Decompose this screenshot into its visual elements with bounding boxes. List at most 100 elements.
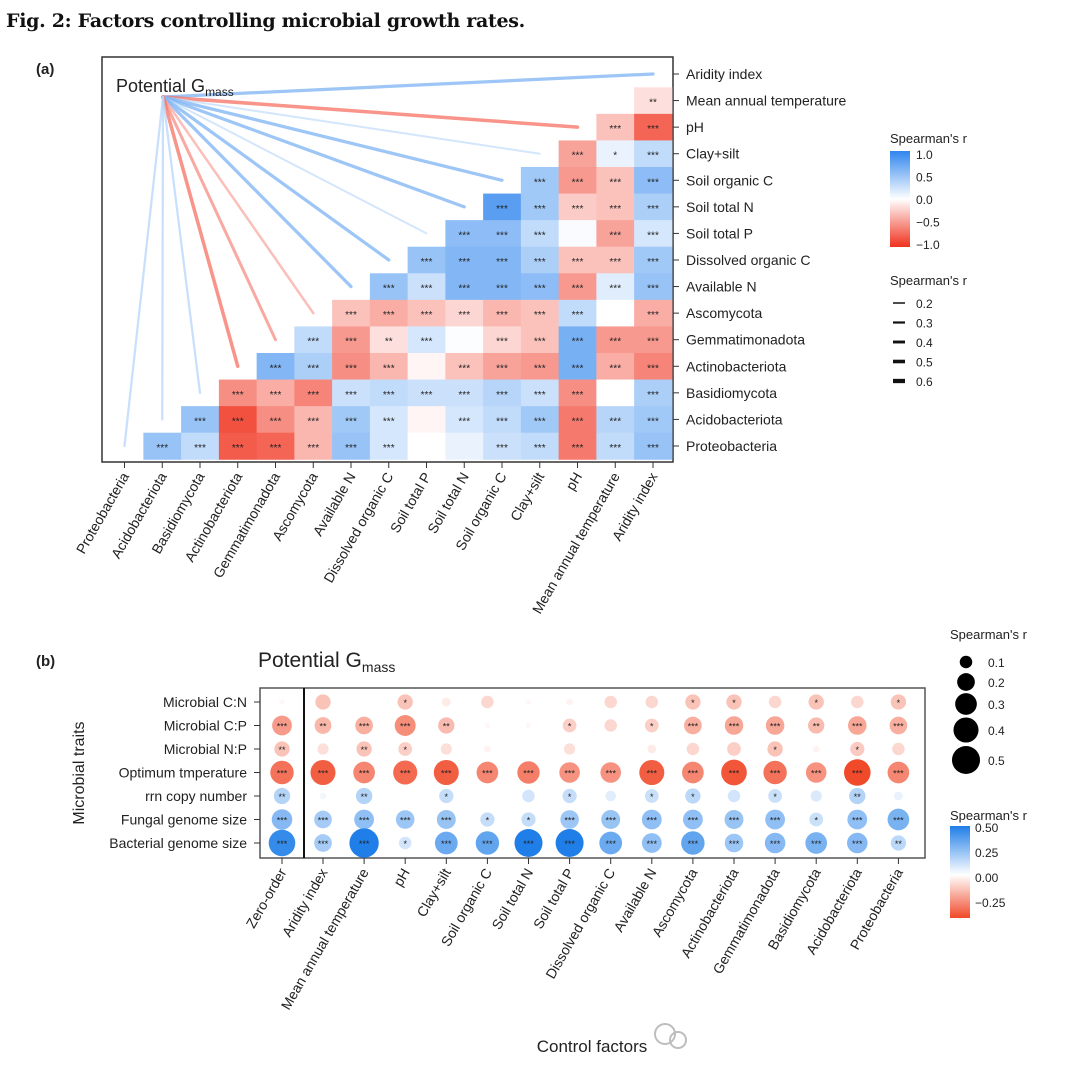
significance-stars: ***	[307, 416, 319, 427]
significance-stars: ***	[609, 363, 621, 374]
gmass-link-line	[161, 95, 202, 394]
correlation-dot	[433, 759, 459, 786]
significance-stars: ***	[307, 363, 319, 374]
heatmap-cell	[634, 246, 673, 274]
heatmap-cell	[520, 432, 560, 460]
factor-label: Clay+silt	[413, 865, 454, 919]
heatmap-cell	[407, 273, 446, 301]
correlation-dot	[349, 828, 379, 858]
significance-stars: ***	[534, 310, 546, 321]
significance-stars: *	[650, 722, 654, 732]
heatmap-cell	[445, 406, 484, 434]
heatmap-cell	[181, 432, 220, 460]
heatmap-cell	[483, 273, 522, 301]
heatmap-cell	[520, 193, 560, 221]
significance-stars: *	[814, 698, 818, 708]
significance-stars: ***	[345, 310, 357, 321]
correlation-dot	[517, 761, 540, 784]
significance-stars: ***	[647, 151, 659, 162]
correlation-dot	[475, 831, 500, 855]
correlation-dot	[639, 759, 665, 786]
correlation-dot	[315, 694, 331, 710]
size-legend-tick: 0.2	[988, 676, 1005, 690]
correlation-dot	[436, 810, 456, 829]
heatmap-cell	[332, 379, 371, 407]
significance-stars: **	[278, 745, 286, 755]
significance-stars: **	[361, 745, 369, 755]
heatmap-cell	[634, 273, 673, 301]
correlation-dot	[604, 695, 617, 709]
heatmap-cell	[445, 246, 484, 274]
significance-stars: ***	[345, 337, 357, 348]
heatmap-cell	[596, 352, 635, 381]
correlation-dot	[356, 741, 372, 757]
significance-stars: *	[856, 745, 860, 755]
significance-stars: ***	[270, 416, 282, 427]
color-legend-title: Spearman's r	[950, 808, 1028, 823]
heatmap-cell	[369, 379, 409, 407]
correlation-dot	[480, 812, 495, 827]
correlation-dot	[522, 789, 535, 803]
significance-stars: **	[278, 792, 286, 802]
significance-stars: ***	[534, 390, 546, 401]
significance-stars: *	[403, 745, 407, 755]
correlation-dot	[273, 787, 291, 805]
heatmap-cell	[256, 352, 295, 381]
panel-b-title: Potential Gmass	[258, 649, 395, 675]
color-legend-tick: 1.0	[916, 148, 933, 162]
significance-stars: ***	[318, 816, 329, 826]
heatmap-cell	[596, 193, 635, 221]
trait-label: Optimum tmperature	[119, 765, 248, 781]
significance-stars: ***	[852, 816, 863, 826]
significance-stars: ***	[609, 204, 621, 215]
heatmap-cell	[634, 432, 673, 460]
correlation-dot	[599, 831, 623, 855]
correlation-dot	[481, 695, 494, 709]
heatmap-cell	[596, 299, 635, 327]
heatmap-cell	[520, 273, 560, 301]
significance-stars: ***	[232, 416, 244, 427]
significance-stars: ***	[496, 390, 508, 401]
panel-a-title: Potential Gmass	[116, 76, 234, 99]
gmass-link-line	[161, 95, 391, 262]
size-legend-dot	[952, 746, 980, 774]
heatmap-cell	[483, 379, 522, 407]
correlation-dot	[555, 829, 584, 857]
significance-stars: **	[385, 337, 393, 348]
significance-stars: ***	[647, 310, 659, 321]
significance-stars: ***	[277, 839, 288, 849]
width-legend-title: Spearman's r	[890, 273, 968, 288]
size-legend-dot	[959, 655, 973, 669]
significance-stars: *	[568, 722, 572, 732]
heatmap-cell	[407, 246, 446, 274]
color-legend-bar	[890, 151, 910, 247]
heatmap-cell	[483, 299, 522, 327]
significance-stars: ***	[383, 416, 395, 427]
heatmap-cell	[294, 326, 333, 354]
significance-stars: ***	[572, 257, 584, 268]
significance-stars: ***	[458, 257, 470, 268]
heatmap-cell	[483, 406, 522, 434]
correlation-dot	[559, 762, 580, 783]
gmass-link-line	[161, 95, 165, 421]
heatmap-cell	[634, 406, 673, 434]
significance-stars: ***	[496, 310, 508, 321]
heatmap-cell	[596, 432, 635, 460]
size-legend-tick: 0.1	[988, 656, 1005, 670]
significance-stars: ***	[534, 177, 546, 188]
correlation-dot	[484, 722, 491, 729]
heatmap-cell	[558, 166, 597, 195]
heatmap-cell	[596, 140, 635, 168]
heatmap-cell	[369, 352, 409, 381]
trait-label: Bacterial genome size	[109, 835, 247, 851]
significance-stars: ***	[564, 816, 575, 826]
correlation-dot	[525, 722, 532, 729]
significance-stars: ***	[482, 769, 493, 779]
correlation-dot	[812, 745, 820, 753]
significance-stars: *	[773, 745, 777, 755]
watermark-logo-icon	[654, 1023, 687, 1049]
significance-stars: ***	[421, 337, 433, 348]
gmass-link-line	[161, 95, 277, 342]
heatmap-cell	[634, 379, 673, 407]
